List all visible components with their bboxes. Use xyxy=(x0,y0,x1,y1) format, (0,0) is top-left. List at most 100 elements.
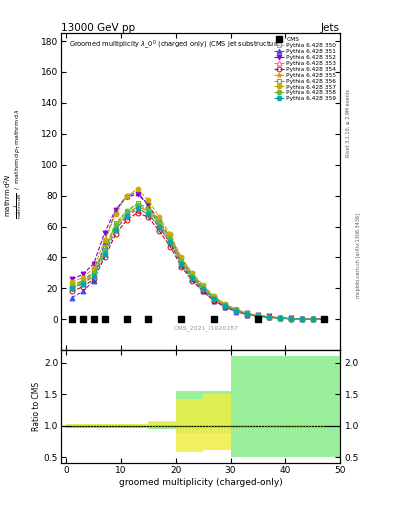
Line: Pythia 6.428 355: Pythia 6.428 355 xyxy=(70,204,326,322)
Pythia 6.428 358 xyxy=(157,219,162,225)
Pythia 6.428 355 xyxy=(212,295,217,302)
Line: Pythia 6.428 352: Pythia 6.428 352 xyxy=(70,191,326,322)
Pythia 6.428 357 xyxy=(113,211,118,217)
Pythia 6.428 351 xyxy=(92,278,96,284)
Pythia 6.428 351 xyxy=(168,239,173,245)
Pythia 6.428 356 xyxy=(135,200,140,206)
Pythia 6.428 350 xyxy=(135,203,140,209)
Text: Jets: Jets xyxy=(321,23,340,32)
Pythia 6.428 353 xyxy=(102,251,107,258)
Line: Pythia 6.428 351: Pythia 6.428 351 xyxy=(70,190,326,322)
Pythia 6.428 355 xyxy=(124,211,129,217)
Pythia 6.428 353 xyxy=(146,211,151,217)
Pythia 6.428 354 xyxy=(81,284,85,290)
Pythia 6.428 356 xyxy=(244,310,249,316)
Line: Pythia 6.428 354: Pythia 6.428 354 xyxy=(70,210,326,322)
Pythia 6.428 359 xyxy=(244,311,249,317)
Pythia 6.428 356 xyxy=(179,256,184,262)
Pythia 6.428 354 xyxy=(223,304,228,310)
Pythia 6.428 354 xyxy=(266,314,271,321)
Pythia 6.428 353 xyxy=(179,261,184,267)
Pythia 6.428 356 xyxy=(212,294,217,301)
Pythia 6.428 359 xyxy=(277,315,282,321)
X-axis label: groomed multiplicity (charged-only): groomed multiplicity (charged-only) xyxy=(119,478,282,487)
Pythia 6.428 354 xyxy=(179,264,184,270)
Pythia 6.428 350 xyxy=(212,294,217,301)
Text: Groomed multiplicity $\lambda\_0^0$ (charged only) (CMS jet substructure): Groomed multiplicity $\lambda\_0^0$ (cha… xyxy=(69,38,284,51)
Pythia 6.428 355 xyxy=(146,208,151,214)
Pythia 6.428 353 xyxy=(288,316,293,322)
Line: Pythia 6.428 350: Pythia 6.428 350 xyxy=(70,204,326,322)
Pythia 6.428 355 xyxy=(277,315,282,321)
Pythia 6.428 358 xyxy=(146,206,151,212)
Pythia 6.428 355 xyxy=(92,271,96,278)
Pythia 6.428 351 xyxy=(288,315,293,322)
Pythia 6.428 354 xyxy=(277,315,282,322)
Pythia 6.428 354 xyxy=(288,316,293,322)
Pythia 6.428 359 xyxy=(299,316,304,323)
Pythia 6.428 358 xyxy=(190,273,195,279)
Pythia 6.428 352 xyxy=(288,315,293,322)
Pythia 6.428 354 xyxy=(124,217,129,223)
Pythia 6.428 357 xyxy=(223,301,228,307)
Pythia 6.428 358 xyxy=(92,270,96,276)
Pythia 6.428 357 xyxy=(70,279,74,285)
Pythia 6.428 356 xyxy=(266,314,271,320)
Pythia 6.428 355 xyxy=(321,316,326,323)
Pythia 6.428 356 xyxy=(146,205,151,211)
Pythia 6.428 358 xyxy=(102,247,107,253)
Pythia 6.428 356 xyxy=(310,316,315,322)
Pythia 6.428 351 xyxy=(81,288,85,294)
Pythia 6.428 356 xyxy=(113,220,118,226)
Pythia 6.428 359 xyxy=(223,303,228,309)
CMS xyxy=(179,316,184,323)
Pythia 6.428 354 xyxy=(146,214,151,220)
Pythia 6.428 355 xyxy=(244,311,249,317)
Pythia 6.428 357 xyxy=(135,186,140,193)
Pythia 6.428 356 xyxy=(233,307,238,313)
Line: CMS: CMS xyxy=(69,316,326,322)
Pythia 6.428 355 xyxy=(299,316,304,323)
Pythia 6.428 355 xyxy=(223,302,228,308)
Pythia 6.428 358 xyxy=(81,279,85,285)
Pythia 6.428 354 xyxy=(102,254,107,261)
Pythia 6.428 354 xyxy=(233,308,238,314)
Pythia 6.428 351 xyxy=(233,308,238,314)
Pythia 6.428 352 xyxy=(81,271,85,278)
Pythia 6.428 356 xyxy=(201,284,206,290)
Pythia 6.428 356 xyxy=(81,278,85,284)
Pythia 6.428 350 xyxy=(277,315,282,321)
Pythia 6.428 353 xyxy=(201,287,206,293)
Pythia 6.428 351 xyxy=(321,316,326,323)
Pythia 6.428 351 xyxy=(190,276,195,282)
Pythia 6.428 353 xyxy=(92,273,96,279)
CMS xyxy=(321,316,326,323)
Pythia 6.428 350 xyxy=(70,282,74,288)
Pythia 6.428 353 xyxy=(299,316,304,323)
Pythia 6.428 350 xyxy=(266,314,271,320)
Pythia 6.428 352 xyxy=(168,234,173,241)
Pythia 6.428 350 xyxy=(81,278,85,284)
Pythia 6.428 355 xyxy=(288,316,293,322)
Pythia 6.428 354 xyxy=(190,278,195,284)
Pythia 6.428 359 xyxy=(113,226,118,232)
Pythia 6.428 359 xyxy=(288,316,293,322)
Pythia 6.428 356 xyxy=(124,208,129,214)
Pythia 6.428 353 xyxy=(266,314,271,321)
Pythia 6.428 356 xyxy=(168,234,173,241)
Line: Pythia 6.428 359: Pythia 6.428 359 xyxy=(70,205,326,322)
Pythia 6.428 351 xyxy=(255,313,260,319)
Pythia 6.428 350 xyxy=(92,270,96,276)
Pythia 6.428 352 xyxy=(321,316,326,323)
Pythia 6.428 356 xyxy=(255,313,260,319)
Pythia 6.428 352 xyxy=(92,261,96,267)
Pythia 6.428 351 xyxy=(310,316,315,323)
Pythia 6.428 351 xyxy=(212,297,217,304)
Pythia 6.428 352 xyxy=(223,302,228,308)
Pythia 6.428 357 xyxy=(168,231,173,238)
Pythia 6.428 358 xyxy=(310,316,315,323)
CMS xyxy=(102,316,107,323)
Pythia 6.428 359 xyxy=(190,274,195,281)
Pythia 6.428 355 xyxy=(310,316,315,323)
Pythia 6.428 357 xyxy=(124,193,129,199)
